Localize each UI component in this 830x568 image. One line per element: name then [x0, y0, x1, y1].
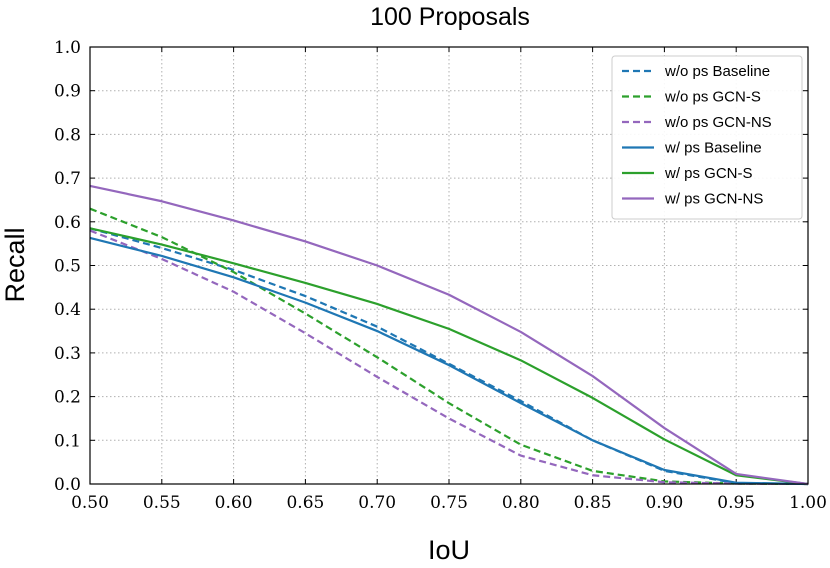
y-tick-label: 0.1: [54, 431, 81, 451]
x-tick-label: 0.55: [143, 493, 181, 513]
legend-label: w/o ps GCN-NS: [664, 114, 772, 131]
legend-label: w/o ps Baseline: [664, 63, 770, 80]
y-tick-label: 0.2: [54, 388, 81, 408]
legend-box: [611, 55, 803, 220]
chart-title: 100 Proposals: [370, 3, 530, 31]
series-line-4: [89, 227, 809, 486]
x-tick-label: 0.50: [71, 493, 109, 513]
legend: w/o ps Baseline w/o ps GCN-S w/o ps GCN-NS…: [611, 55, 803, 220]
x-tick-label: 1.00: [789, 493, 827, 513]
legend-label: w/ ps GCN-NS: [664, 191, 763, 208]
y-tick-label: 0.4: [54, 300, 81, 320]
y-tick-label: 0.7: [54, 169, 81, 189]
y-tick-label: 0.0: [54, 475, 81, 495]
x-tick-label: 0.60: [215, 493, 253, 513]
y-tick-label: 0.6: [54, 213, 81, 233]
y-tick-label: 0.9: [54, 82, 81, 102]
series-lines: [89, 184, 809, 486]
x-tick-label: 0.65: [286, 493, 324, 513]
y-axis-label: Recall: [0, 227, 30, 302]
series-line-3: [89, 236, 809, 486]
plot-frame: [89, 46, 809, 485]
y-tick-label: 0.5: [54, 257, 81, 277]
legend-label: w/ ps Baseline: [664, 140, 762, 157]
x-tick-label: 0.85: [574, 493, 612, 513]
y-tick-label: 0.3: [54, 344, 81, 364]
x-tick-label: 0.95: [717, 493, 755, 513]
x-tick-label: 0.80: [502, 493, 540, 513]
series-line-2: [89, 229, 809, 486]
x-axis-label: IoU: [428, 535, 470, 565]
series-line-5: [89, 184, 809, 486]
x-tick-label: 0.70: [358, 493, 396, 513]
x-tick-label: 0.75: [430, 493, 468, 513]
axis-ticks: 0.50 0.55 0.60 0.65 0.70 0.75 0.80 0.85 0.90 0.95…: [54, 38, 827, 513]
y-tick-label: 0.8: [54, 125, 81, 145]
legend-label: w/o ps GCN-S: [664, 89, 761, 106]
legend-label: w/ ps GCN-S: [664, 165, 753, 182]
y-tick-label: 1.0: [54, 38, 81, 58]
x-tick-label: 0.90: [645, 493, 683, 513]
series-line-1: [89, 207, 809, 486]
